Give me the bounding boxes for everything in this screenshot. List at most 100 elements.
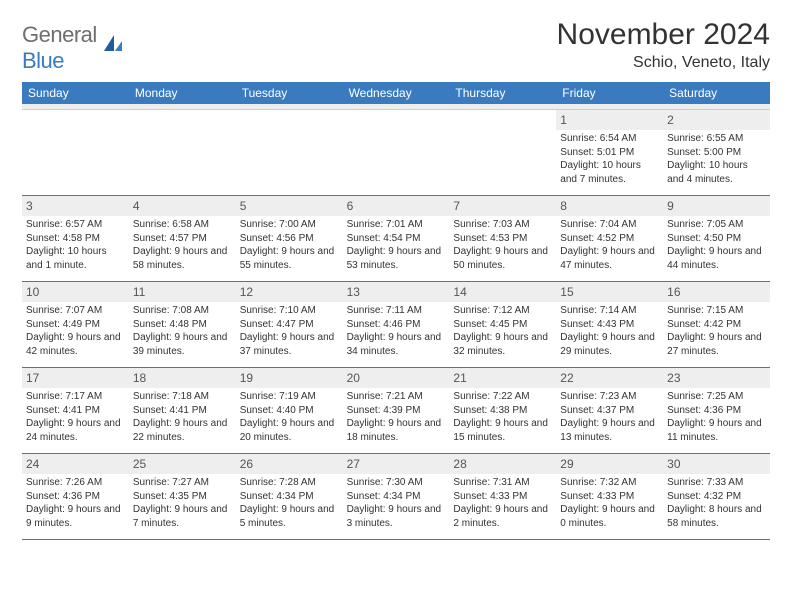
day-number: 29 bbox=[556, 454, 663, 474]
day-cell: 11Sunrise: 7:08 AMSunset: 4:48 PMDayligh… bbox=[129, 282, 236, 368]
day-number: 12 bbox=[236, 282, 343, 302]
sunset-text: Sunset: 4:34 PM bbox=[347, 490, 446, 504]
day-cell: 15Sunrise: 7:14 AMSunset: 4:43 PMDayligh… bbox=[556, 282, 663, 368]
sunrise-text: Sunrise: 7:31 AM bbox=[453, 476, 552, 490]
day-number: 26 bbox=[236, 454, 343, 474]
sunset-text: Sunset: 4:43 PM bbox=[560, 318, 659, 332]
daylight-text: Daylight: 9 hours and 18 minutes. bbox=[347, 417, 446, 444]
calendar-page: General Blue November 2024 Schio, Veneto… bbox=[0, 0, 792, 558]
sunrise-text: Sunrise: 7:01 AM bbox=[347, 218, 446, 232]
day-cell: 6Sunrise: 7:01 AMSunset: 4:54 PMDaylight… bbox=[343, 196, 450, 282]
daylight-text: Daylight: 9 hours and 9 minutes. bbox=[26, 503, 125, 530]
day-cell: 1Sunrise: 6:54 AMSunset: 5:01 PMDaylight… bbox=[556, 110, 663, 196]
day-number: 1 bbox=[556, 110, 663, 130]
daylight-text: Daylight: 9 hours and 2 minutes. bbox=[453, 503, 552, 530]
day-number: 23 bbox=[663, 368, 770, 388]
sunrise-text: Sunrise: 7:22 AM bbox=[453, 390, 552, 404]
sunrise-text: Sunrise: 7:30 AM bbox=[347, 476, 446, 490]
daylight-text: Daylight: 9 hours and 13 minutes. bbox=[560, 417, 659, 444]
sunrise-text: Sunrise: 7:07 AM bbox=[26, 304, 125, 318]
weeks-container: 1Sunrise: 6:54 AMSunset: 5:01 PMDaylight… bbox=[22, 110, 770, 540]
day-cell-empty bbox=[129, 110, 236, 196]
day-body: Sunrise: 7:28 AMSunset: 4:34 PMDaylight:… bbox=[236, 474, 343, 534]
sunrise-text: Sunrise: 6:54 AM bbox=[560, 132, 659, 146]
sunset-text: Sunset: 4:40 PM bbox=[240, 404, 339, 418]
day-cell: 13Sunrise: 7:11 AMSunset: 4:46 PMDayligh… bbox=[343, 282, 450, 368]
day-body: Sunrise: 7:25 AMSunset: 4:36 PMDaylight:… bbox=[663, 388, 770, 448]
day-number: 28 bbox=[449, 454, 556, 474]
day-body: Sunrise: 7:04 AMSunset: 4:52 PMDaylight:… bbox=[556, 216, 663, 276]
sunrise-text: Sunrise: 7:15 AM bbox=[667, 304, 766, 318]
brand-name-sub: Blue bbox=[22, 48, 64, 73]
sunset-text: Sunset: 4:36 PM bbox=[667, 404, 766, 418]
day-number: 27 bbox=[343, 454, 450, 474]
day-number: 2 bbox=[663, 110, 770, 130]
day-body: Sunrise: 7:15 AMSunset: 4:42 PMDaylight:… bbox=[663, 302, 770, 362]
day-body: Sunrise: 7:27 AMSunset: 4:35 PMDaylight:… bbox=[129, 474, 236, 534]
daylight-text: Daylight: 9 hours and 44 minutes. bbox=[667, 245, 766, 272]
daylight-text: Daylight: 9 hours and 53 minutes. bbox=[347, 245, 446, 272]
month-title: November 2024 bbox=[557, 18, 770, 52]
daylight-text: Daylight: 9 hours and 47 minutes. bbox=[560, 245, 659, 272]
day-number: 20 bbox=[343, 368, 450, 388]
day-cell: 3Sunrise: 6:57 AMSunset: 4:58 PMDaylight… bbox=[22, 196, 129, 282]
day-body: Sunrise: 7:19 AMSunset: 4:40 PMDaylight:… bbox=[236, 388, 343, 448]
day-cell: 30Sunrise: 7:33 AMSunset: 4:32 PMDayligh… bbox=[663, 454, 770, 540]
sunrise-text: Sunrise: 6:57 AM bbox=[26, 218, 125, 232]
weekday-cell: Thursday bbox=[449, 82, 556, 104]
day-body: Sunrise: 7:05 AMSunset: 4:50 PMDaylight:… bbox=[663, 216, 770, 276]
day-cell: 16Sunrise: 7:15 AMSunset: 4:42 PMDayligh… bbox=[663, 282, 770, 368]
day-cell: 14Sunrise: 7:12 AMSunset: 4:45 PMDayligh… bbox=[449, 282, 556, 368]
day-cell: 20Sunrise: 7:21 AMSunset: 4:39 PMDayligh… bbox=[343, 368, 450, 454]
sunrise-text: Sunrise: 7:25 AM bbox=[667, 390, 766, 404]
calendar-grid: SundayMondayTuesdayWednesdayThursdayFrid… bbox=[22, 82, 770, 540]
daylight-text: Daylight: 9 hours and 24 minutes. bbox=[26, 417, 125, 444]
day-body: Sunrise: 7:01 AMSunset: 4:54 PMDaylight:… bbox=[343, 216, 450, 276]
sunset-text: Sunset: 4:46 PM bbox=[347, 318, 446, 332]
sunrise-text: Sunrise: 7:27 AM bbox=[133, 476, 232, 490]
day-number: 13 bbox=[343, 282, 450, 302]
weekday-cell: Saturday bbox=[663, 82, 770, 104]
sunrise-text: Sunrise: 7:11 AM bbox=[347, 304, 446, 318]
sunset-text: Sunset: 4:41 PM bbox=[133, 404, 232, 418]
day-cell: 18Sunrise: 7:18 AMSunset: 4:41 PMDayligh… bbox=[129, 368, 236, 454]
weekday-header-row: SundayMondayTuesdayWednesdayThursdayFrid… bbox=[22, 82, 770, 104]
sunset-text: Sunset: 4:56 PM bbox=[240, 232, 339, 246]
day-number: 6 bbox=[343, 196, 450, 216]
day-cell: 19Sunrise: 7:19 AMSunset: 4:40 PMDayligh… bbox=[236, 368, 343, 454]
day-cell-empty bbox=[22, 110, 129, 196]
daylight-text: Daylight: 9 hours and 22 minutes. bbox=[133, 417, 232, 444]
day-body: Sunrise: 7:17 AMSunset: 4:41 PMDaylight:… bbox=[22, 388, 129, 448]
location-subtitle: Schio, Veneto, Italy bbox=[557, 54, 770, 72]
sunset-text: Sunset: 5:00 PM bbox=[667, 146, 766, 160]
day-number: 19 bbox=[236, 368, 343, 388]
day-cell: 24Sunrise: 7:26 AMSunset: 4:36 PMDayligh… bbox=[22, 454, 129, 540]
sunrise-text: Sunrise: 7:17 AM bbox=[26, 390, 125, 404]
daylight-text: Daylight: 9 hours and 29 minutes. bbox=[560, 331, 659, 358]
sunrise-text: Sunrise: 7:33 AM bbox=[667, 476, 766, 490]
day-body: Sunrise: 7:21 AMSunset: 4:39 PMDaylight:… bbox=[343, 388, 450, 448]
daylight-text: Daylight: 9 hours and 5 minutes. bbox=[240, 503, 339, 530]
sunset-text: Sunset: 4:54 PM bbox=[347, 232, 446, 246]
sunset-text: Sunset: 4:45 PM bbox=[453, 318, 552, 332]
day-body: Sunrise: 7:14 AMSunset: 4:43 PMDaylight:… bbox=[556, 302, 663, 362]
sunrise-text: Sunrise: 7:21 AM bbox=[347, 390, 446, 404]
day-body: Sunrise: 7:26 AMSunset: 4:36 PMDaylight:… bbox=[22, 474, 129, 534]
week-row: 10Sunrise: 7:07 AMSunset: 4:49 PMDayligh… bbox=[22, 282, 770, 368]
day-cell: 27Sunrise: 7:30 AMSunset: 4:34 PMDayligh… bbox=[343, 454, 450, 540]
day-cell: 9Sunrise: 7:05 AMSunset: 4:50 PMDaylight… bbox=[663, 196, 770, 282]
weekday-cell: Tuesday bbox=[236, 82, 343, 104]
day-body: Sunrise: 6:54 AMSunset: 5:01 PMDaylight:… bbox=[556, 130, 663, 190]
weekday-cell: Monday bbox=[129, 82, 236, 104]
weekday-cell: Wednesday bbox=[343, 82, 450, 104]
sunset-text: Sunset: 4:41 PM bbox=[26, 404, 125, 418]
day-number: 22 bbox=[556, 368, 663, 388]
day-body: Sunrise: 7:00 AMSunset: 4:56 PMDaylight:… bbox=[236, 216, 343, 276]
daylight-text: Daylight: 10 hours and 4 minutes. bbox=[667, 159, 766, 186]
day-body: Sunrise: 7:07 AMSunset: 4:49 PMDaylight:… bbox=[22, 302, 129, 362]
daylight-text: Daylight: 8 hours and 58 minutes. bbox=[667, 503, 766, 530]
day-number: 10 bbox=[22, 282, 129, 302]
sunset-text: Sunset: 4:48 PM bbox=[133, 318, 232, 332]
title-block: November 2024 Schio, Veneto, Italy bbox=[557, 18, 770, 72]
daylight-text: Daylight: 9 hours and 37 minutes. bbox=[240, 331, 339, 358]
